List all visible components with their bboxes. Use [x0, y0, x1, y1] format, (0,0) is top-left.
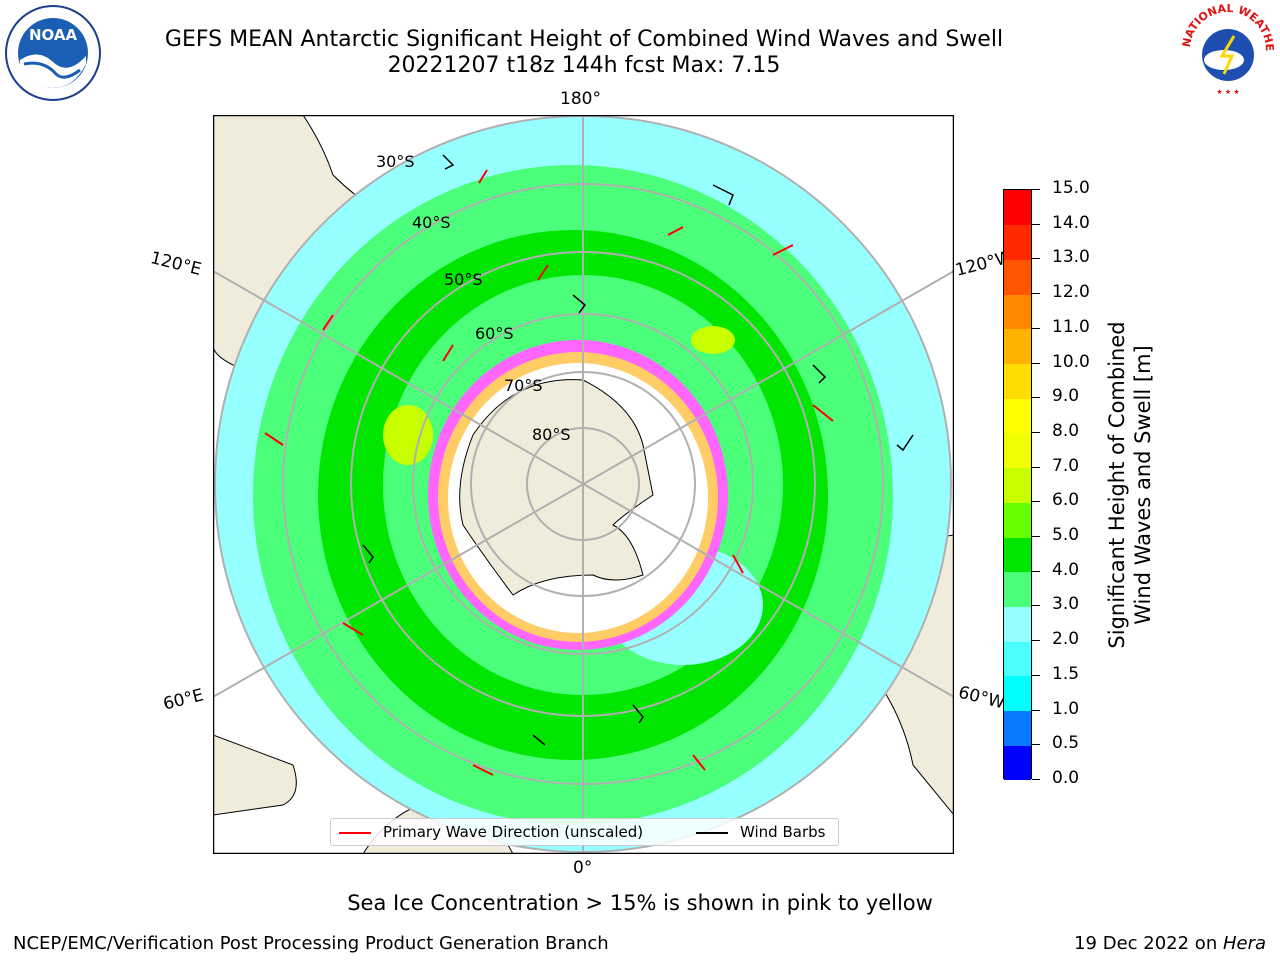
colorbar-segment [1004, 745, 1031, 781]
colorbar-tick [1032, 293, 1040, 295]
colorbar-tick [1032, 709, 1040, 711]
colorbar-segment [1004, 224, 1031, 260]
colorbar-segment [1004, 537, 1031, 573]
colorbar-tick-label: 1.0 [1052, 698, 1080, 719]
colorbar-tick [1032, 744, 1040, 746]
colorbar-tick [1032, 536, 1040, 538]
colorbar-tick-label: 0.0 [1052, 768, 1080, 788]
colorbar-tick [1032, 605, 1040, 607]
land-africa [213, 734, 297, 816]
colorbar-tick [1032, 397, 1040, 399]
noaa-logo-text: NOAA [29, 26, 78, 44]
colorbar-tick [1032, 327, 1040, 329]
producer-credit: NCEP/EMC/Verification Post Processing Pr… [13, 933, 609, 954]
colorbar-tick-label: 13.0 [1052, 247, 1090, 268]
colorbar-tick-label: 6.0 [1052, 490, 1080, 511]
colorbar-segment [1004, 294, 1031, 330]
land-antarctica [459, 379, 654, 596]
colorbar-title: Significant Height of Combined Wind Wave… [1104, 321, 1156, 648]
colorbar-tick-label: 1.5 [1052, 663, 1080, 684]
colorbar-tick-label: 2.0 [1052, 629, 1080, 650]
lat-label-50s: 50°S [444, 270, 483, 289]
colorbar-tick-label: 3.0 [1052, 594, 1080, 615]
colorbar-segment [1004, 710, 1031, 746]
colorbar-tick [1032, 640, 1040, 642]
colorbar-segment [1004, 328, 1031, 365]
lon-label-0: 0° [573, 858, 593, 878]
svg-text:★ ★ ★: ★ ★ ★ [1216, 88, 1239, 96]
colorbar-tick-label: 5.0 [1052, 525, 1080, 546]
lat-label-30s: 30°S [376, 152, 415, 171]
lat-label-60s: 60°S [475, 324, 514, 343]
colorbar-tick-label: 4.0 [1052, 559, 1080, 580]
colorbar-tick-label: 12.0 [1052, 282, 1090, 303]
colorbar-segment [1004, 190, 1031, 226]
nws-logo: NATIONAL WEATHER SERVICE ★ ★ ★ [1178, 0, 1276, 98]
lon-label-120e: 120°E [148, 248, 204, 280]
colorbar [1003, 189, 1032, 781]
colorbar-tick-label: 14.0 [1052, 212, 1090, 233]
noaa-logo: NOAA [5, 5, 101, 101]
wind-barbs-legend-label: Wind Barbs [740, 823, 826, 841]
wave-patch-yellow-green [383, 405, 433, 465]
colorbar-segment [1004, 467, 1031, 503]
wind-barbs-legend-line [696, 832, 728, 834]
chart-title: GEFS MEAN Antarctic Significant Height o… [164, 27, 1004, 52]
colorbar-tick-label: 15.0 [1052, 178, 1090, 198]
colorbar-tick-label: 9.0 [1052, 386, 1080, 407]
colorbar-tick [1032, 189, 1040, 190]
generation-date: 19 Dec 2022 on Hera [1074, 933, 1266, 954]
colorbar-title-line1: Significant Height of Combined [1105, 321, 1129, 649]
lat-label-80s: 80°S [532, 425, 571, 444]
colorbar-tick-label: 8.0 [1052, 420, 1080, 441]
forecast-subtitle: 20221207 t18z 144h fcst Max: 7.15 [387, 53, 781, 78]
lon-label-60e: 60°E [161, 685, 206, 715]
colorbar-segment [1004, 675, 1031, 712]
colorbar-tick-label: 10.0 [1052, 351, 1090, 372]
colorbar-segment [1004, 641, 1031, 677]
host-name: Hera [1222, 933, 1266, 954]
polar-map [213, 115, 954, 854]
colorbar-tick [1032, 362, 1040, 364]
colorbar-segment [1004, 259, 1031, 295]
colorbar-tick-label: 11.0 [1052, 316, 1090, 337]
map-legend: Primary Wave Direction (unscaled) Wind B… [330, 818, 839, 846]
lat-label-40s: 40°S [412, 213, 451, 232]
colorbar-tick [1032, 570, 1040, 572]
colorbar-segment [1004, 606, 1031, 642]
colorbar-tick-label: 7.0 [1052, 455, 1080, 476]
wave-patch-yellow-green-2 [691, 326, 735, 354]
colorbar-segment [1004, 398, 1031, 434]
primary-wave-legend-line [339, 832, 371, 834]
colorbar-tick [1032, 258, 1040, 260]
colorbar-segment [1004, 502, 1031, 538]
colorbar-tick [1032, 674, 1040, 676]
colorbar-tick [1032, 223, 1040, 225]
generation-date-text: 19 Dec 2022 on [1074, 933, 1223, 954]
colorbar-tick [1032, 501, 1040, 503]
colorbar-tick [1032, 431, 1040, 433]
colorbar-segment [1004, 363, 1031, 399]
colorbar-tick [1032, 466, 1040, 468]
primary-wave-legend-label: Primary Wave Direction (unscaled) [383, 823, 644, 841]
sea-ice-note: Sea Ice Concentration > 15% is shown in … [347, 891, 933, 915]
colorbar-tick-label: 0.5 [1052, 733, 1080, 754]
lon-label-180: 180° [560, 89, 601, 109]
colorbar-segment [1004, 571, 1031, 607]
colorbar-segment [1004, 432, 1031, 469]
lat-label-70s: 70°S [504, 376, 543, 395]
colorbar-tick [1032, 779, 1040, 780]
colorbar-title-line2: Wind Waves and Swell [m] [1131, 345, 1155, 625]
lon-label-60w: 60°W [956, 682, 1007, 714]
